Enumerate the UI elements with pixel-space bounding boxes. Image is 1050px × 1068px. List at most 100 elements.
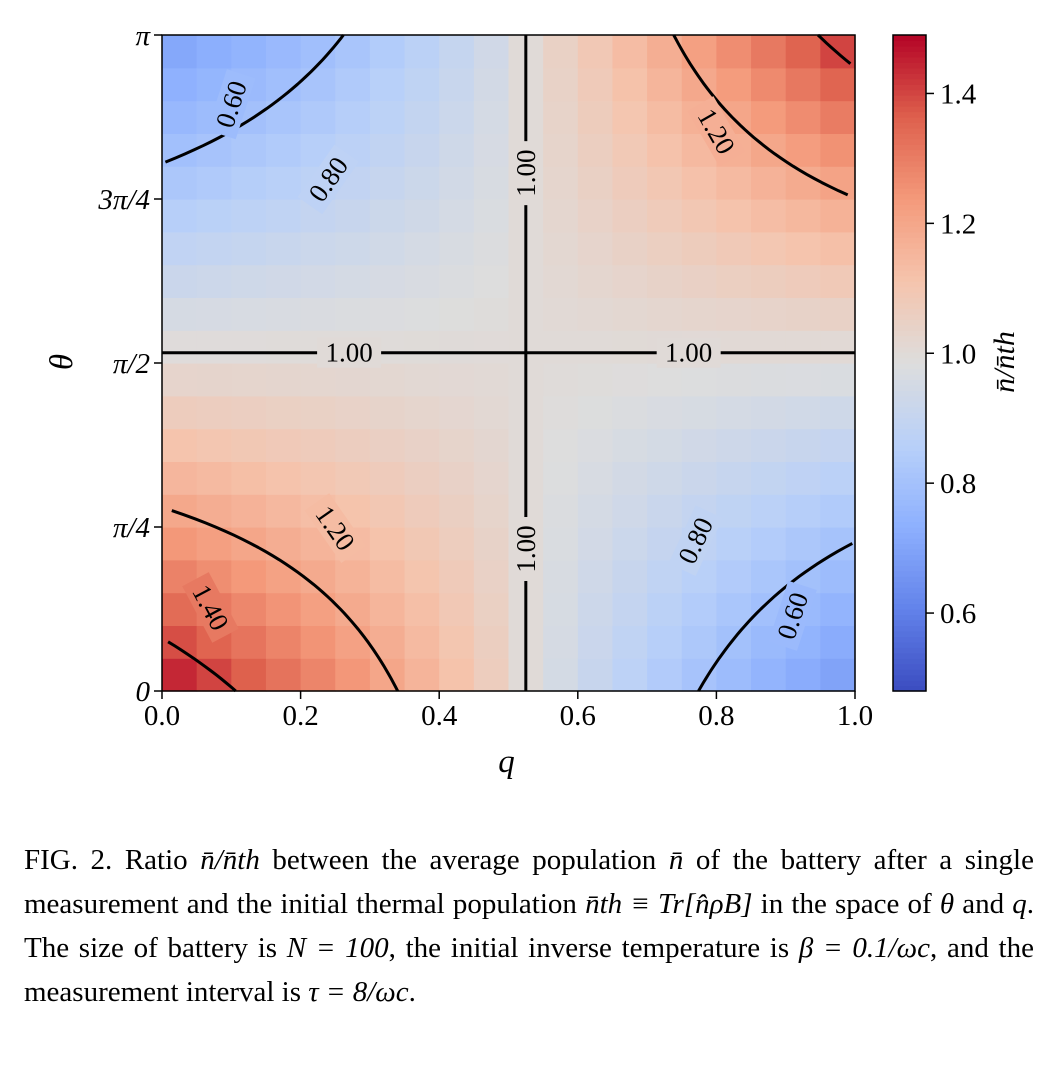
contour-label: 1.00 <box>510 517 541 582</box>
heatmap-cell <box>785 395 821 430</box>
heatmap-cell <box>369 100 406 134</box>
colorbar-band <box>893 537 926 544</box>
heatmap-cell <box>162 428 198 462</box>
heatmap-cell <box>577 395 614 430</box>
colorbar-band <box>893 406 926 413</box>
heatmap-cell <box>612 363 648 397</box>
colorbar-frame <box>892 34 927 692</box>
heatmap-cell <box>265 494 302 528</box>
caption-math: β = 0.1/ωc <box>798 932 930 964</box>
heatmap-cell <box>785 67 821 102</box>
heatmap-cell <box>369 363 406 397</box>
heatmap-cell <box>716 494 752 528</box>
heatmap-cell <box>404 330 440 364</box>
heatmap-cell <box>369 297 406 331</box>
heatmap-cell <box>681 231 717 266</box>
contour-line <box>171 509 400 692</box>
caption-math: N = 100 <box>286 932 389 964</box>
heatmap-cell <box>265 592 302 626</box>
y-tick-label: π/4 <box>113 512 150 544</box>
colorbar-band <box>893 204 926 211</box>
heatmap-cell <box>265 35 302 69</box>
heatmap-cell <box>577 67 614 102</box>
y-tick-label: π/2 <box>113 348 150 380</box>
heatmap-cell <box>785 297 821 331</box>
heatmap-cell <box>612 297 648 331</box>
heatmap-cell <box>716 461 752 495</box>
colorbar-band <box>893 576 926 583</box>
colorbar-band <box>893 264 926 271</box>
colorbar-band <box>893 373 926 380</box>
heatmap-cell <box>369 264 406 298</box>
heatmap-cell <box>716 527 752 561</box>
colorbar-band <box>893 548 926 555</box>
heatmap-cell <box>716 363 752 397</box>
colorbar-band <box>893 166 926 173</box>
heatmap-cell <box>404 658 440 692</box>
heatmap-cell <box>543 395 579 430</box>
colorbar-band <box>893 401 926 408</box>
heatmap-cell <box>647 67 683 102</box>
heatmap-cell <box>231 494 267 528</box>
colorbar-band <box>893 62 926 69</box>
heatmap-cell <box>577 100 614 134</box>
heatmap-cell <box>439 494 475 528</box>
contour-line <box>164 34 345 164</box>
heatmap-cell <box>716 428 752 462</box>
heatmap-cell <box>820 559 856 594</box>
heatmap-cell <box>647 428 683 462</box>
caption-text: Ratio <box>112 844 201 876</box>
colorbar-band <box>893 149 926 156</box>
heatmap-cell <box>681 35 717 69</box>
heatmap-cell <box>369 527 406 561</box>
heatmap-cell <box>612 625 648 659</box>
heatmap-cell <box>473 67 510 102</box>
colorbar-band <box>893 286 926 293</box>
heatmap-cell <box>681 264 717 298</box>
colorbar-band <box>893 412 926 419</box>
colorbar-band <box>893 652 926 659</box>
heatmap-cell <box>300 67 336 102</box>
colorbar-band <box>893 122 926 129</box>
colorbar-band <box>893 658 926 665</box>
heatmap-cell <box>751 527 787 561</box>
colorbar-band <box>893 100 926 107</box>
heatmap-cell <box>577 527 614 561</box>
heatmap-cell <box>543 166 579 200</box>
heatmap-cell <box>231 428 267 462</box>
heatmap-cell <box>647 297 683 331</box>
colorbar-band <box>893 253 926 260</box>
contour-label-text: 1.00 <box>665 338 712 368</box>
heatmap-cell <box>612 264 648 298</box>
colorbar-band <box>893 155 926 162</box>
heatmap-cell <box>404 395 440 430</box>
colorbar-band <box>893 51 926 58</box>
heatmap-cell <box>439 559 475 594</box>
heatmap-cell <box>439 330 475 364</box>
colorbar-band <box>893 242 926 249</box>
heatmap-cell <box>473 166 510 200</box>
heatmap-cell <box>162 231 198 266</box>
x-tick-label: 0.0 <box>144 700 180 732</box>
heatmap-cell <box>577 297 614 331</box>
heatmap-cell <box>612 592 648 626</box>
heatmap-cell <box>265 428 302 462</box>
heatmap-cell <box>751 395 787 430</box>
heatmap-cell <box>196 428 232 462</box>
heatmap-cell <box>196 264 232 298</box>
y-tick-label: 3π/4 <box>97 184 150 216</box>
heatmap-cell <box>335 428 371 462</box>
heatmap-cell <box>196 166 232 200</box>
heatmap-cell <box>647 395 683 430</box>
heatmap-cell <box>577 625 614 659</box>
heatmap-cell <box>820 494 856 528</box>
heatmap-cell <box>820 625 856 659</box>
heatmap-cell <box>681 625 717 659</box>
heatmap-cell <box>751 199 787 233</box>
heatmap-cell <box>439 461 475 495</box>
heatmap-cell <box>369 67 406 102</box>
colorbar-band <box>893 483 926 490</box>
heatmap-cell <box>820 231 856 266</box>
heatmap-cell <box>716 264 752 298</box>
heatmap-cell <box>335 559 371 594</box>
